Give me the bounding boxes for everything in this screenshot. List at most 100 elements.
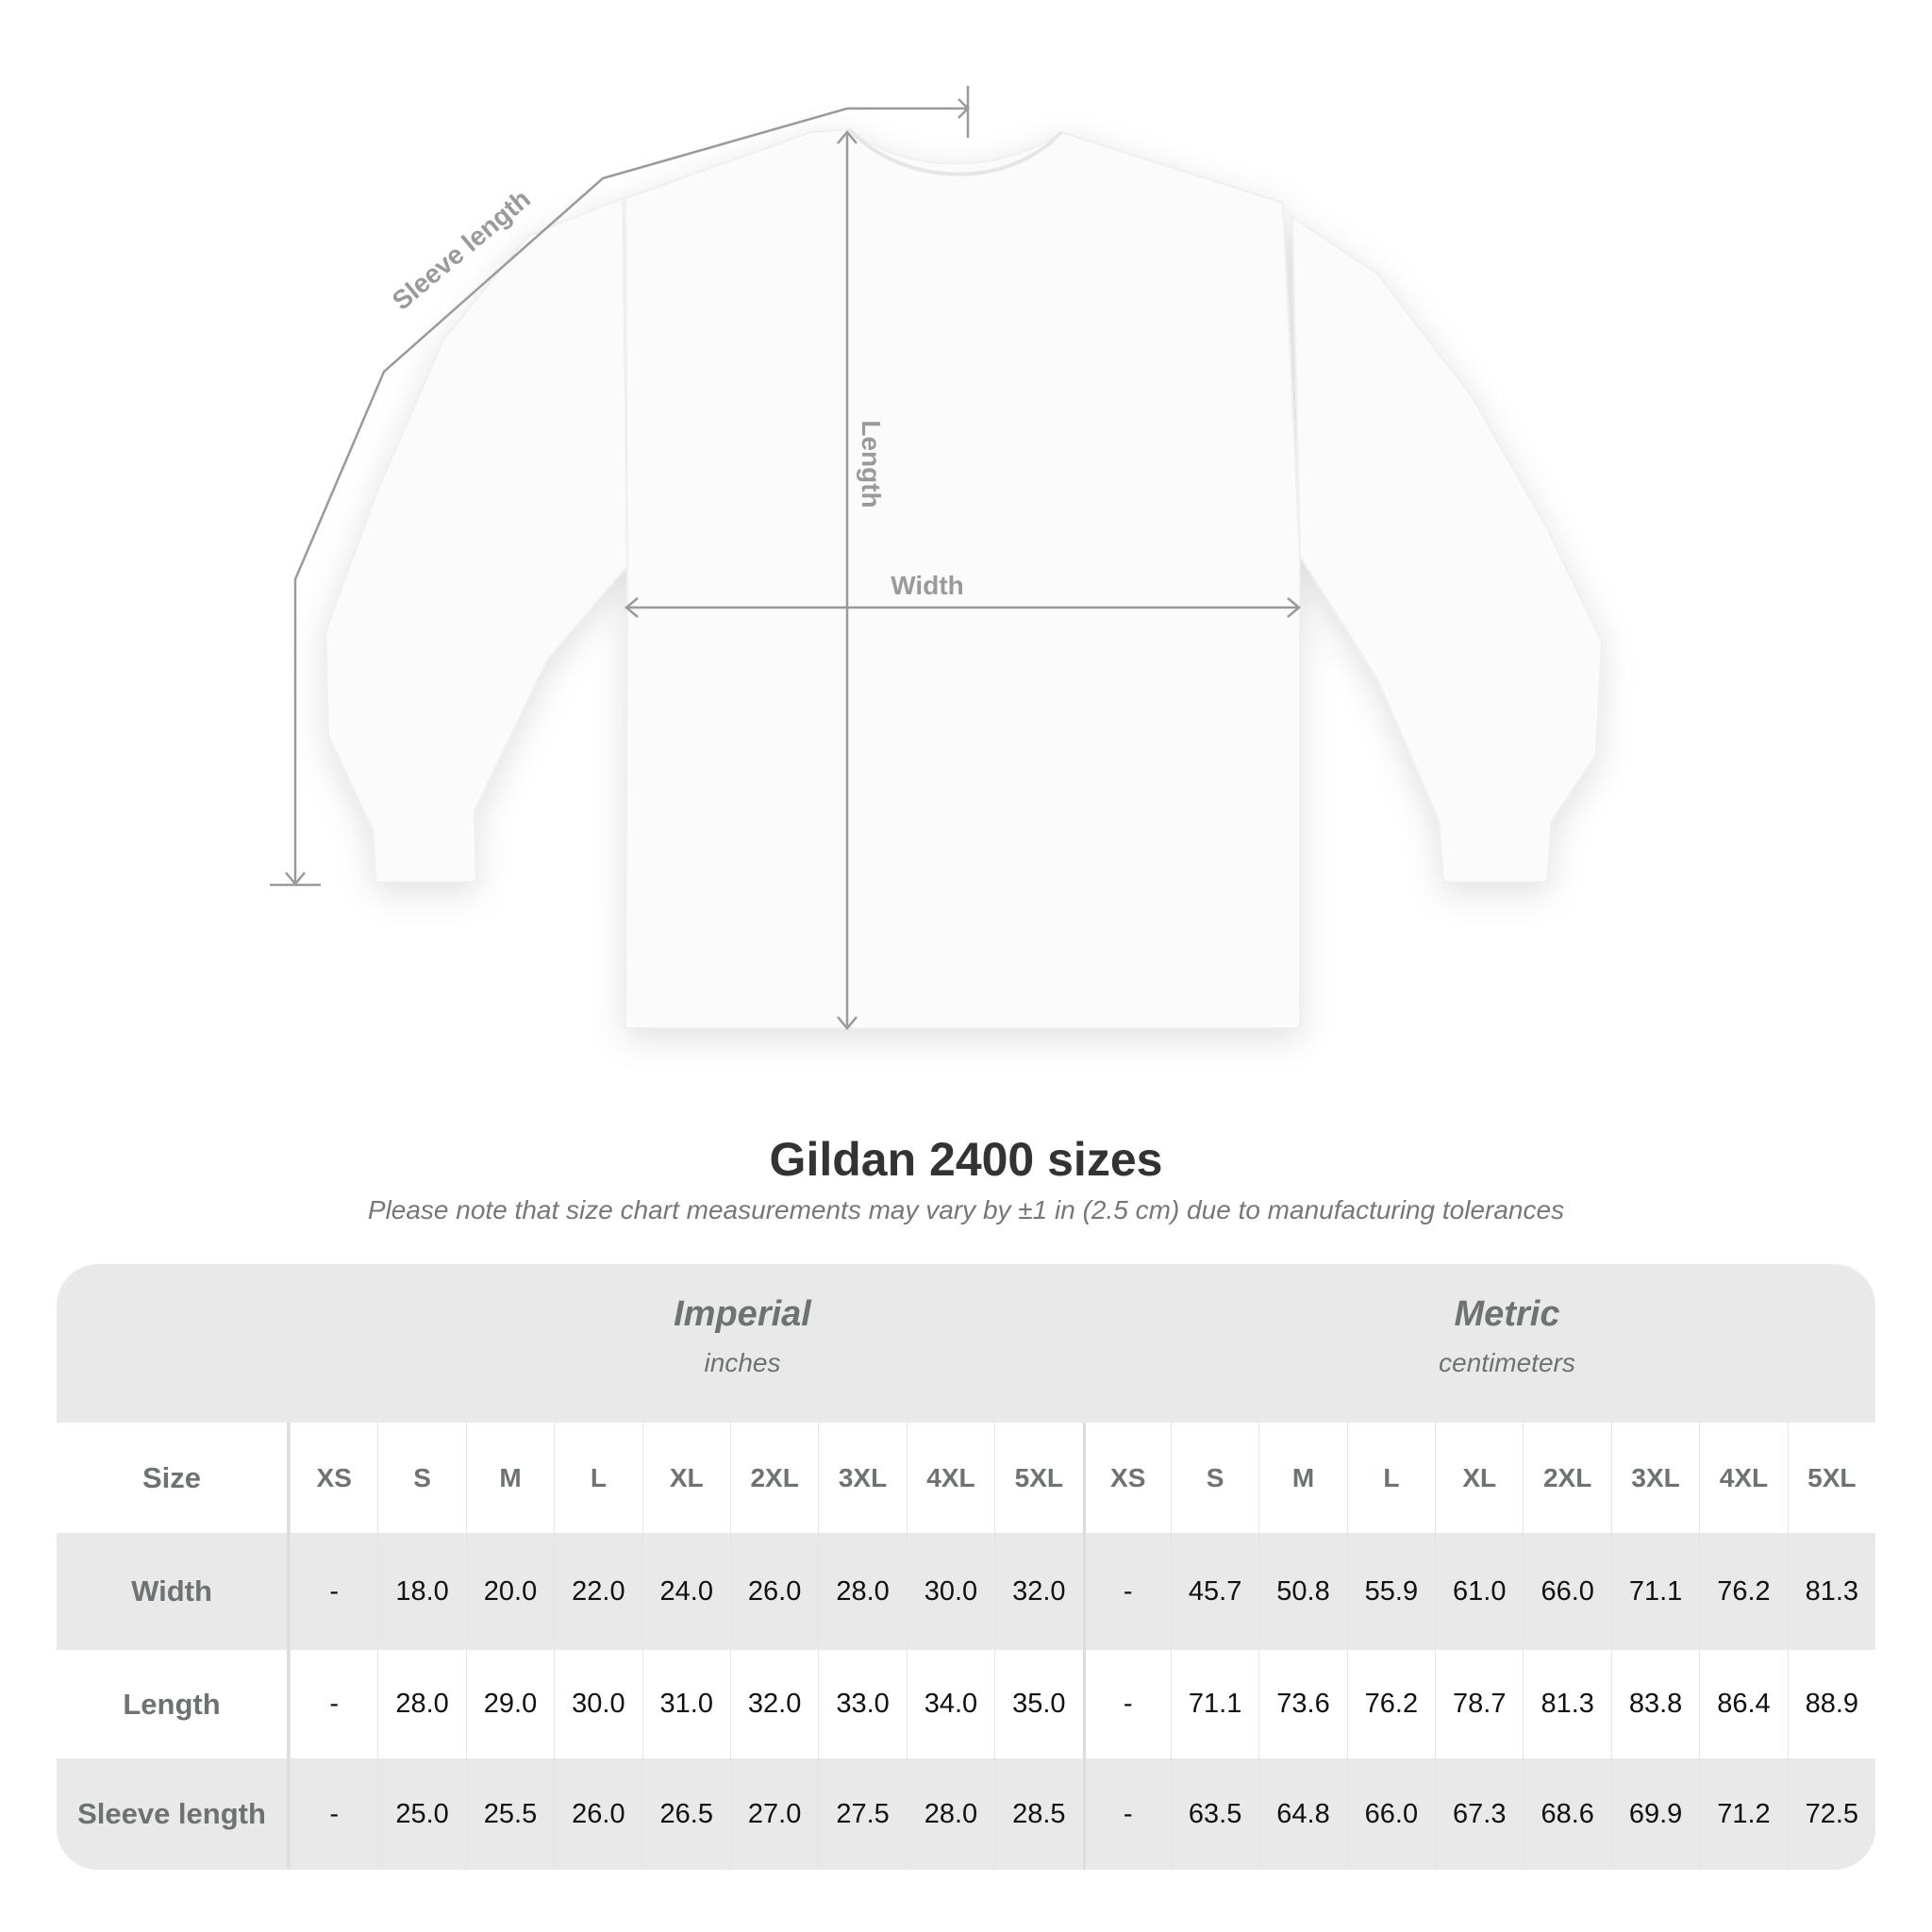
size-header-cell: 3XL — [1610, 1423, 1699, 1533]
size-header-cell: M — [465, 1423, 554, 1533]
value-cell: 29.0 — [465, 1650, 554, 1758]
value-cell: 20.0 — [465, 1533, 554, 1650]
size-header-row: Size XS S M L XL 2XL 3XL 4XL 5XL XS S M L XL 2XL 3XL 4XL 5… — [57, 1423, 1875, 1533]
size-header-cell: 5XL — [1787, 1423, 1875, 1533]
value-cell: 76.2 — [1699, 1533, 1787, 1650]
value-cell: - — [1082, 1650, 1171, 1758]
row-label: Sleeve length — [57, 1758, 290, 1870]
right-sleeve — [1291, 215, 1604, 883]
size-header-cell: XL — [641, 1423, 730, 1533]
metric-label: Metric — [1454, 1294, 1560, 1334]
arrow-head-right — [958, 98, 970, 119]
value-cell: 28.5 — [994, 1758, 1082, 1870]
value-cell: 81.3 — [1523, 1650, 1610, 1758]
value-cell: 26.0 — [554, 1758, 641, 1870]
value-cell: 33.0 — [818, 1650, 906, 1758]
size-table: Imperial inches Metric centimeters Size X… — [57, 1264, 1875, 1870]
value-cell: 73.6 — [1258, 1650, 1346, 1758]
imperial-header: Imperial inches — [346, 1264, 1139, 1423]
imperial-label: Imperial — [674, 1294, 811, 1334]
size-header-cell: XS — [1082, 1423, 1171, 1533]
value-cell: 32.0 — [729, 1650, 818, 1758]
size-header-cell: 5XL — [994, 1423, 1082, 1533]
value-cell: 71.1 — [1170, 1650, 1258, 1758]
table-row-width: Width -18.0 20.0 22.0 24.0 26.0 28.0 30.0 32.0-4… — [57, 1533, 1875, 1650]
table-row-length: Length -28.0 29.0 30.0 31.0 32.0 33.0 34.0 35.0-… — [57, 1650, 1875, 1758]
size-header-cell: 4XL — [1699, 1423, 1787, 1533]
value-cell: 27.0 — [729, 1758, 818, 1870]
measurement-lines — [270, 86, 1301, 1030]
size-header-cell: 2XL — [1523, 1423, 1610, 1533]
row-label: Size — [57, 1423, 290, 1533]
value-cell: 76.2 — [1346, 1650, 1435, 1758]
row-label: Length — [57, 1650, 290, 1758]
value-cell: 66.0 — [1523, 1533, 1610, 1650]
value-cell: 67.3 — [1435, 1758, 1523, 1870]
value-cell: 50.8 — [1258, 1533, 1346, 1650]
value-cell: 71.2 — [1699, 1758, 1787, 1870]
value-cell: 45.7 — [1170, 1533, 1258, 1650]
row-label: Width — [57, 1533, 290, 1650]
size-header-cell: S — [377, 1423, 465, 1533]
metric-header: Metric centimeters — [1139, 1264, 1875, 1423]
size-header-cell: XS — [290, 1423, 377, 1533]
size-header-cell: L — [554, 1423, 641, 1533]
value-cell: 88.9 — [1787, 1650, 1875, 1758]
value-cell: - — [290, 1533, 377, 1650]
value-cell: 61.0 — [1435, 1533, 1523, 1650]
size-header-cell: S — [1170, 1423, 1258, 1533]
value-cell: 25.5 — [465, 1758, 554, 1870]
value-cell: 83.8 — [1610, 1650, 1699, 1758]
value-cell: 71.1 — [1610, 1533, 1699, 1650]
value-cell: 24.0 — [641, 1533, 730, 1650]
sleeve-length-line — [293, 107, 968, 882]
width-label: Width — [891, 571, 964, 600]
value-cell: 28.0 — [906, 1758, 994, 1870]
arrow-head-down — [285, 872, 306, 886]
value-cell: 63.5 — [1170, 1758, 1258, 1870]
value-cell: 26.0 — [729, 1533, 818, 1650]
value-cell: 72.5 — [1787, 1758, 1875, 1870]
arrow-head-right-width — [1287, 597, 1301, 618]
value-cell: 81.3 — [1787, 1533, 1875, 1650]
value-cell: 64.8 — [1258, 1758, 1346, 1870]
arrow-head-down-length — [837, 1016, 858, 1030]
value-cell: 31.0 — [641, 1650, 730, 1758]
value-cell: 30.0 — [906, 1533, 994, 1650]
size-header-cell: 2XL — [729, 1423, 818, 1533]
size-header-cell: M — [1258, 1423, 1346, 1533]
length-label: Length — [857, 420, 886, 508]
value-cell: 68.6 — [1523, 1758, 1610, 1870]
value-cell: - — [1082, 1758, 1171, 1870]
value-cell: 22.0 — [554, 1533, 641, 1650]
tolerance-note: Please note that size chart measurements… — [367, 1195, 1565, 1224]
value-cell: 18.0 — [377, 1533, 465, 1650]
size-header-cell: 3XL — [818, 1423, 906, 1533]
size-header-cell: 4XL — [906, 1423, 994, 1533]
size-header-cell: L — [1346, 1423, 1435, 1533]
value-cell: 34.0 — [906, 1650, 994, 1758]
arrow-head-up — [837, 130, 858, 144]
shirt-body — [624, 127, 1301, 1029]
value-cell: 32.0 — [994, 1533, 1082, 1650]
value-cell: 27.5 — [818, 1758, 906, 1870]
size-header-cell: XL — [1435, 1423, 1523, 1533]
value-cell: 86.4 — [1699, 1650, 1787, 1758]
left-sleeve — [324, 196, 629, 883]
value-cell: 35.0 — [994, 1650, 1082, 1758]
shirt-diagram: Sleeve length Length Width — [270, 86, 1604, 1030]
value-cell: - — [1082, 1533, 1171, 1650]
value-cell: 25.0 — [377, 1758, 465, 1870]
value-cell: - — [290, 1650, 377, 1758]
imperial-unit: inches — [704, 1348, 781, 1377]
value-cell: - — [290, 1758, 377, 1870]
collar — [847, 127, 1063, 176]
arrow-head-left — [625, 597, 639, 618]
metric-unit: centimeters — [1439, 1348, 1575, 1377]
value-cell: 28.0 — [818, 1533, 906, 1650]
value-cell: 78.7 — [1435, 1650, 1523, 1758]
value-cell: 28.0 — [377, 1650, 465, 1758]
value-cell: 69.9 — [1610, 1758, 1699, 1870]
value-cell: 66.0 — [1346, 1758, 1435, 1870]
page-title: Gildan 2400 sizes — [769, 1133, 1163, 1186]
